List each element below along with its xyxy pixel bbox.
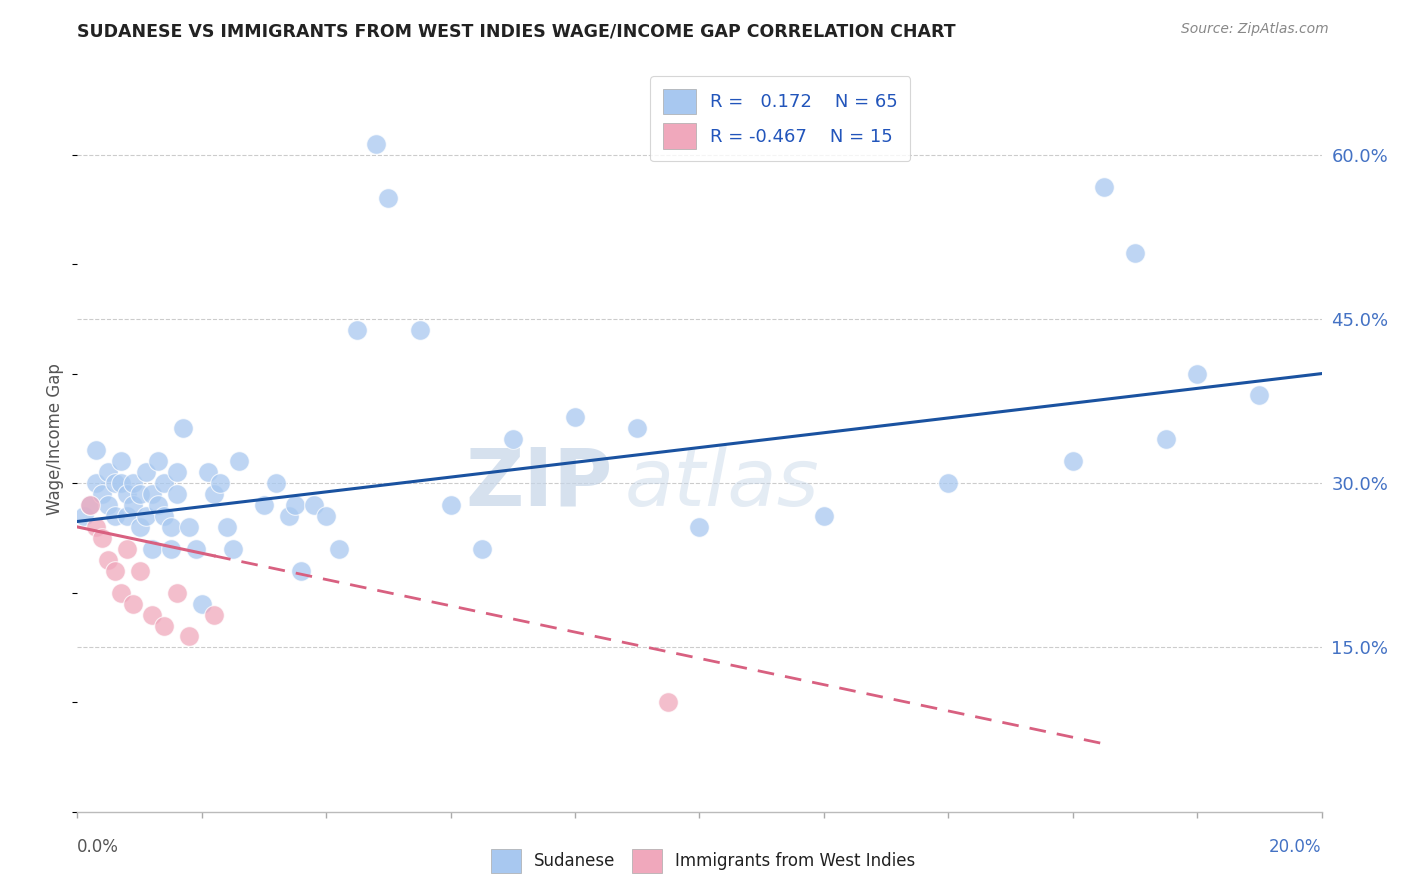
Point	[202, 607, 225, 622]
Point	[564, 410, 586, 425]
Point	[153, 618, 176, 632]
Point	[159, 520, 181, 534]
Point	[228, 454, 250, 468]
Point	[1249, 388, 1271, 402]
Point	[502, 433, 524, 447]
Point	[135, 465, 157, 479]
Point	[122, 597, 145, 611]
Text: 0.0%: 0.0%	[77, 838, 120, 855]
Point	[97, 498, 120, 512]
Point	[141, 541, 163, 556]
Point	[191, 597, 214, 611]
Point	[179, 630, 201, 644]
Point	[84, 443, 107, 458]
Point	[328, 541, 350, 556]
Legend: R =   0.172    N = 65, R = -0.467    N = 15: R = 0.172 N = 65, R = -0.467 N = 15	[651, 76, 910, 161]
Point	[97, 465, 120, 479]
Point	[166, 487, 188, 501]
Point	[315, 508, 337, 523]
Point	[197, 465, 219, 479]
Point	[159, 541, 181, 556]
Point	[153, 476, 176, 491]
Text: Source: ZipAtlas.com: Source: ZipAtlas.com	[1181, 22, 1329, 37]
Point	[115, 508, 138, 523]
Point	[79, 498, 101, 512]
Point	[128, 520, 150, 534]
Point	[104, 508, 127, 523]
Point	[141, 607, 163, 622]
Point	[377, 191, 399, 205]
Point	[122, 498, 145, 512]
Point	[153, 508, 176, 523]
Y-axis label: Wage/Income Gap: Wage/Income Gap	[46, 363, 65, 516]
Text: ZIP: ZIP	[465, 445, 613, 523]
Point	[141, 487, 163, 501]
Point	[626, 421, 648, 435]
Point	[110, 476, 132, 491]
Point	[91, 487, 114, 501]
Point	[209, 476, 232, 491]
Point	[72, 508, 94, 523]
Point	[115, 487, 138, 501]
Point	[1062, 454, 1084, 468]
Point	[408, 323, 430, 337]
Text: 20.0%: 20.0%	[1270, 838, 1322, 855]
Point	[1154, 433, 1177, 447]
Point	[202, 487, 225, 501]
Point	[222, 541, 245, 556]
Point	[122, 476, 145, 491]
Point	[184, 541, 207, 556]
Point	[938, 476, 960, 491]
Point	[689, 520, 711, 534]
Point	[104, 476, 127, 491]
Point	[1123, 246, 1146, 260]
Point	[266, 476, 288, 491]
Point	[215, 520, 238, 534]
Point	[172, 421, 194, 435]
Point	[135, 508, 157, 523]
Legend: Sudanese, Immigrants from West Indies: Sudanese, Immigrants from West Indies	[484, 842, 922, 880]
Point	[79, 498, 101, 512]
Point	[813, 508, 835, 523]
Point	[128, 564, 150, 578]
Point	[346, 323, 368, 337]
Point	[110, 454, 132, 468]
Point	[1092, 180, 1115, 194]
Point	[166, 465, 188, 479]
Point	[166, 585, 188, 599]
Point	[179, 520, 201, 534]
Point	[91, 531, 114, 545]
Point	[1187, 367, 1209, 381]
Point	[97, 553, 120, 567]
Point	[302, 498, 325, 512]
Point	[115, 541, 138, 556]
Point	[657, 695, 679, 709]
Text: SUDANESE VS IMMIGRANTS FROM WEST INDIES WAGE/INCOME GAP CORRELATION CHART: SUDANESE VS IMMIGRANTS FROM WEST INDIES …	[77, 22, 956, 40]
Point	[110, 585, 132, 599]
Point	[364, 136, 387, 151]
Point	[148, 454, 170, 468]
Point	[284, 498, 307, 512]
Point	[277, 508, 299, 523]
Point	[128, 487, 150, 501]
Point	[253, 498, 276, 512]
Point	[471, 541, 494, 556]
Text: atlas: atlas	[624, 445, 820, 523]
Point	[104, 564, 127, 578]
Point	[84, 476, 107, 491]
Point	[84, 520, 107, 534]
Point	[290, 564, 312, 578]
Point	[440, 498, 463, 512]
Point	[148, 498, 170, 512]
